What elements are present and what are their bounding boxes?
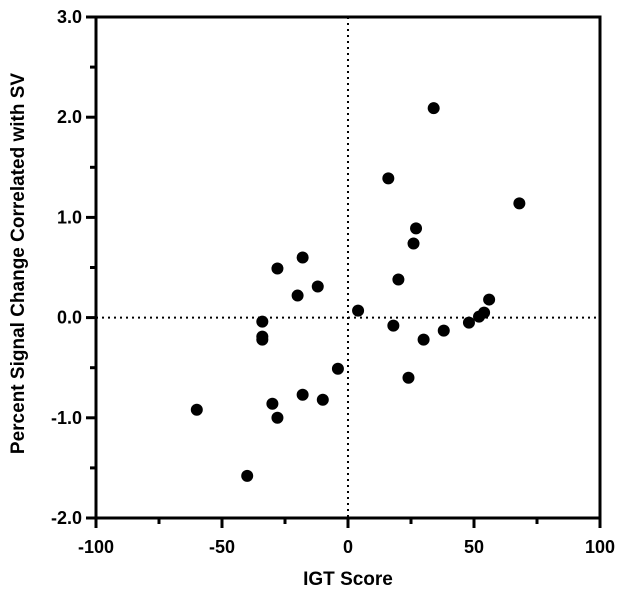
data-point — [407, 237, 420, 250]
x-tick-label: -50 — [209, 537, 235, 557]
data-point — [417, 333, 430, 346]
y-tick-label: -1.0 — [51, 408, 82, 428]
data-point — [382, 172, 395, 185]
x-tick-label: 0 — [343, 537, 353, 557]
data-point — [473, 310, 486, 323]
data-point — [256, 333, 269, 346]
data-point — [296, 388, 309, 401]
data-point — [392, 273, 405, 286]
x-axis-title: IGT Score — [303, 569, 393, 590]
data-point — [296, 251, 309, 264]
data-point — [271, 411, 284, 424]
x-tick-label: -100 — [78, 537, 114, 557]
x-tick-label: 100 — [585, 537, 615, 557]
data-point — [437, 324, 450, 337]
data-point — [316, 393, 329, 406]
data-point — [256, 315, 269, 328]
y-axis-title: Percent Signal Change Correlated with SV — [8, 73, 29, 454]
y-tick-label: 3.0 — [57, 7, 82, 27]
data-point — [352, 304, 365, 317]
data-point — [513, 197, 526, 210]
x-tick-label: 50 — [464, 537, 484, 557]
y-axis-ticks: -2.0 -1.0 0.0 1.0 2.0 3.0 — [51, 7, 96, 528]
data-point — [402, 371, 415, 384]
data-point — [266, 397, 279, 410]
plot-frame — [94, 15, 602, 520]
data-point — [271, 262, 284, 275]
data-point — [427, 102, 440, 115]
x-axis-ticks: -100 -50 0 50 100 — [78, 518, 615, 557]
y-tick-label: 1.0 — [57, 207, 82, 227]
data-point — [462, 316, 475, 329]
y-tick-label: -2.0 — [51, 508, 82, 528]
data-point — [241, 469, 254, 482]
y-tick-label: 0.0 — [57, 308, 82, 328]
data-point — [291, 289, 304, 302]
y-tick-label: 2.0 — [57, 107, 82, 127]
data-point — [410, 222, 423, 235]
data-point — [311, 280, 324, 293]
data-point — [483, 293, 496, 306]
data-points — [190, 102, 526, 482]
data-point — [331, 362, 344, 375]
data-point — [387, 319, 400, 332]
data-point — [190, 403, 203, 416]
